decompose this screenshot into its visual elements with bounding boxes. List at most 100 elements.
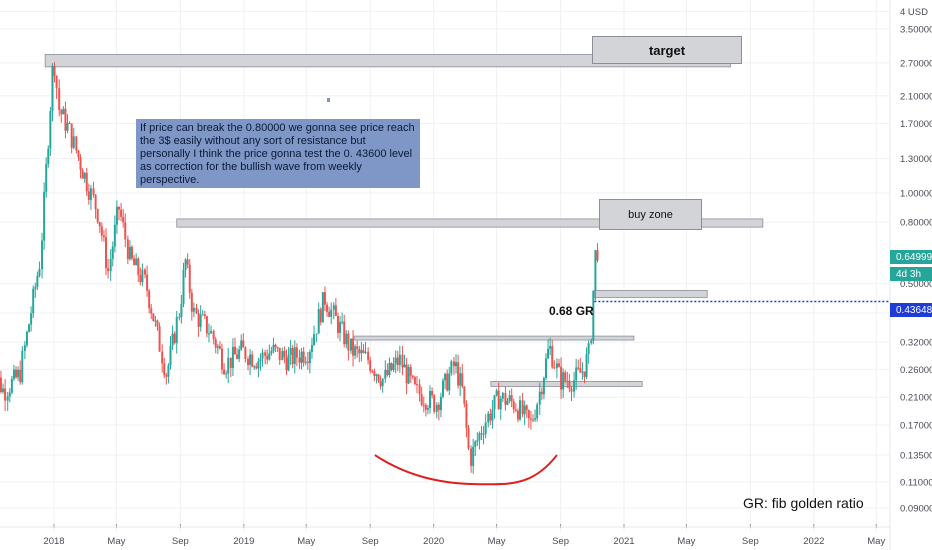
candle-body bbox=[433, 395, 436, 412]
candle-body bbox=[210, 331, 213, 334]
candle-body bbox=[536, 404, 539, 419]
x-tick-label: Sep bbox=[742, 536, 759, 547]
candle-body bbox=[512, 401, 515, 410]
candle-body bbox=[560, 366, 563, 390]
candle-body bbox=[411, 375, 414, 378]
candle-body bbox=[41, 240, 44, 270]
candle-body bbox=[261, 352, 264, 359]
candle-body bbox=[32, 288, 35, 314]
candle-body bbox=[118, 206, 121, 210]
candle-body bbox=[587, 343, 590, 354]
candle-body bbox=[435, 404, 438, 412]
candle-body bbox=[218, 346, 221, 349]
candle-body bbox=[579, 368, 582, 373]
candle-body bbox=[111, 246, 114, 259]
candle-body bbox=[375, 374, 378, 377]
candle-body bbox=[161, 351, 164, 364]
target-zone-label: target bbox=[592, 36, 742, 64]
candle-body bbox=[360, 350, 363, 354]
candle-body bbox=[113, 224, 116, 247]
candle-body bbox=[272, 344, 275, 352]
candle-body bbox=[525, 405, 528, 411]
buy-zone-label: buy zone bbox=[599, 199, 702, 230]
candle-body bbox=[452, 361, 455, 367]
candle-body bbox=[321, 292, 324, 323]
candle-body bbox=[38, 269, 41, 277]
candle-body bbox=[19, 369, 22, 383]
candle-body bbox=[154, 320, 157, 322]
chart-grid bbox=[0, 0, 890, 532]
candle-body bbox=[227, 357, 230, 374]
candle-body bbox=[364, 351, 367, 353]
candle-body bbox=[192, 307, 195, 312]
candle-body bbox=[480, 433, 483, 435]
candle-body bbox=[45, 163, 48, 192]
candle-body bbox=[85, 172, 88, 192]
candle-body bbox=[87, 191, 90, 200]
candle-body bbox=[398, 354, 401, 366]
candle-body bbox=[429, 390, 432, 409]
candle-body bbox=[551, 346, 554, 368]
time-axis[interactable]: 2018 May Sep 2019 May Sep 2020 May Sep 2021 May Sep… bbox=[0, 524, 890, 547]
candle-body bbox=[384, 369, 387, 379]
candle-body bbox=[12, 369, 15, 379]
candle-body bbox=[300, 351, 303, 363]
candle-body bbox=[229, 357, 232, 368]
candle-body bbox=[68, 122, 71, 124]
candle-body bbox=[207, 333, 210, 335]
candle-body bbox=[223, 369, 226, 375]
y-tick-label: 0.80000 bbox=[900, 218, 932, 229]
resistance-zone bbox=[353, 335, 635, 341]
candle-body bbox=[478, 433, 481, 441]
candle-body bbox=[358, 348, 361, 354]
candle-body bbox=[126, 239, 129, 260]
candle-body bbox=[467, 428, 470, 449]
candle-body bbox=[347, 333, 350, 351]
candle-body bbox=[199, 314, 202, 327]
candle-body bbox=[424, 405, 427, 410]
candle-body bbox=[6, 396, 9, 401]
y-tick-label: 0.32000 bbox=[900, 338, 932, 349]
candle-body bbox=[28, 324, 31, 332]
candle-body bbox=[330, 309, 333, 317]
candle-body bbox=[390, 363, 393, 371]
x-tick-label: May bbox=[297, 536, 315, 547]
candle-body bbox=[326, 304, 329, 312]
candle-body bbox=[49, 111, 52, 149]
candle-body bbox=[214, 339, 217, 348]
candle-body bbox=[418, 384, 421, 395]
candle-body bbox=[590, 340, 593, 344]
candle-body bbox=[169, 345, 172, 366]
candle-body bbox=[146, 274, 149, 291]
y-tick-label: 4 USD bbox=[900, 7, 928, 18]
candle-body bbox=[190, 292, 193, 312]
candle-body bbox=[156, 320, 159, 327]
resistance-zones bbox=[44, 54, 764, 387]
candle-body bbox=[253, 366, 256, 368]
candle-body bbox=[141, 269, 144, 283]
candle-body bbox=[388, 363, 391, 375]
candle-body bbox=[70, 123, 73, 148]
candle-body bbox=[313, 334, 316, 346]
candle-body bbox=[562, 372, 565, 390]
candle-body bbox=[386, 369, 389, 375]
candle-body bbox=[540, 391, 543, 395]
candle-body bbox=[53, 65, 56, 77]
candle-body bbox=[394, 357, 397, 364]
candle-body bbox=[379, 381, 382, 387]
candle-body bbox=[0, 377, 2, 393]
candle-body bbox=[244, 347, 247, 360]
candle-body bbox=[377, 374, 380, 382]
y-tick-label: 2.10000 bbox=[900, 91, 932, 102]
candle-body bbox=[499, 398, 502, 410]
candle-body bbox=[431, 390, 434, 396]
candle-body bbox=[276, 347, 279, 349]
candle-body bbox=[472, 446, 475, 466]
candle-body bbox=[25, 331, 28, 346]
candle-body bbox=[274, 344, 277, 348]
candle-body bbox=[158, 326, 161, 352]
candle-body bbox=[575, 367, 578, 381]
candles bbox=[0, 62, 599, 474]
candle-body bbox=[34, 287, 37, 289]
